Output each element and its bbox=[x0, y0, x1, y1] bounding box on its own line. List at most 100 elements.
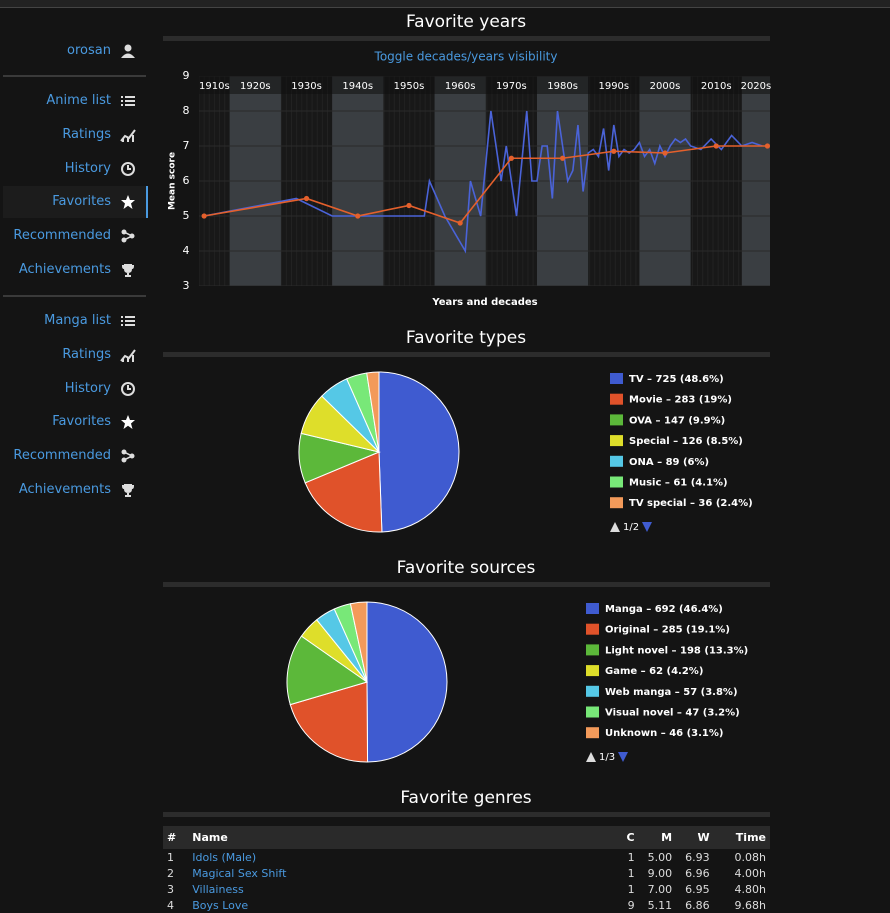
separator bbox=[3, 295, 146, 297]
nav-item[interactable]: Ratings bbox=[3, 339, 146, 371]
genres-table: # Name C M W Time 1 Idols (Male) 1 5.00 6.93 0.08h 2… bbox=[163, 826, 770, 913]
nav-label: History bbox=[64, 160, 111, 176]
genre-cell: 9.68h bbox=[734, 898, 766, 912]
plot bbox=[199, 76, 770, 286]
x-tick-label: 1970s bbox=[496, 81, 527, 92]
column-header[interactable]: Name bbox=[188, 826, 603, 849]
icon-part bbox=[121, 104, 123, 106]
legend-label: OVA – 147 (9.9%) bbox=[629, 415, 725, 426]
icon-part bbox=[125, 316, 135, 318]
icon-part bbox=[123, 451, 134, 461]
x-axis-label: Years and decades bbox=[431, 297, 537, 308]
legend-swatch bbox=[586, 685, 599, 697]
pager-up bbox=[586, 752, 596, 762]
legend-label: ONA – 89 (6%) bbox=[629, 457, 709, 468]
y-axis-label: Mean score bbox=[168, 152, 178, 210]
nav-item[interactable]: History bbox=[3, 153, 146, 185]
icon-trophy bbox=[122, 264, 134, 277]
nav-item[interactable]: Manga list bbox=[3, 305, 146, 337]
nav-item[interactable]: Favorites bbox=[3, 186, 148, 219]
column-header[interactable]: W bbox=[676, 826, 714, 849]
x-tick-label: 1960s bbox=[445, 81, 476, 92]
genre-name[interactable]: Villainess bbox=[192, 882, 244, 896]
column-header[interactable]: C bbox=[602, 826, 639, 849]
nav-label: Favorites bbox=[52, 414, 111, 430]
user-name: orosan bbox=[67, 43, 111, 58]
nav-label: History bbox=[64, 380, 111, 396]
genre-name[interactable]: Magical Sex Shift bbox=[192, 866, 287, 880]
section-bar bbox=[163, 352, 770, 357]
legend-label: TV – 725 (48.6%) bbox=[629, 374, 724, 385]
legend-swatch bbox=[610, 414, 623, 426]
series-point bbox=[611, 148, 617, 154]
icon-part bbox=[125, 96, 135, 98]
icon-part bbox=[125, 100, 135, 102]
icon-rec bbox=[121, 229, 135, 243]
genre-name[interactable]: Idols (Male) bbox=[192, 850, 257, 864]
top-bar bbox=[0, 0, 890, 8]
icon-part bbox=[125, 320, 135, 322]
nav-item[interactable]: Achievements bbox=[3, 254, 146, 286]
nav-item[interactable]: Anime list bbox=[3, 85, 146, 117]
y-tick-label: 5 bbox=[183, 209, 190, 222]
section-bar bbox=[163, 582, 770, 587]
legend-swatch bbox=[610, 476, 623, 488]
genre-row: 2 Magical Sex Shift 1 9.00 6.96 4.00h bbox=[163, 865, 770, 881]
nav-item[interactable]: History bbox=[3, 373, 146, 405]
legend-label: Music – 61 (4.1%) bbox=[629, 478, 728, 489]
genre-name[interactable]: Boys Love bbox=[192, 898, 249, 912]
series-point bbox=[508, 155, 514, 161]
x-tick-label: 1910s bbox=[199, 81, 230, 92]
nav-item[interactable]: Recommended bbox=[3, 440, 146, 472]
nav-item[interactable]: Favorites bbox=[3, 406, 146, 438]
icon-part bbox=[122, 265, 134, 269]
y-tick-label: 9 bbox=[183, 69, 190, 82]
nav-label: Favorites bbox=[52, 194, 111, 210]
icon-list bbox=[121, 96, 135, 106]
x-tick-label: 1940s bbox=[342, 81, 373, 92]
icon-part bbox=[121, 324, 123, 326]
genre-cell: 7.00 bbox=[647, 882, 673, 896]
legend-swatch bbox=[610, 455, 623, 467]
section-bar bbox=[163, 812, 770, 817]
series-point bbox=[662, 150, 668, 156]
column-header[interactable]: Time bbox=[713, 826, 770, 849]
decade-strip bbox=[199, 76, 770, 94]
pie-slice bbox=[366, 371, 380, 453]
column-header[interactable]: M bbox=[638, 826, 677, 849]
legend-label: Light novel – 198 (13.3%) bbox=[605, 645, 748, 656]
icon-part bbox=[121, 316, 123, 318]
legend-label: Original – 285 (19.1%) bbox=[605, 625, 730, 636]
x-tick-label: 2000s bbox=[650, 81, 681, 92]
y-tick-label: 3 bbox=[183, 279, 190, 292]
nav-item[interactable]: Ratings bbox=[3, 119, 146, 151]
legend-label: Visual novel – 47 (3.2%) bbox=[605, 708, 740, 719]
section-bar bbox=[163, 36, 770, 41]
genre-cell: 9.00 bbox=[647, 866, 673, 880]
y-tick-label: 7 bbox=[183, 139, 190, 152]
icon-history bbox=[121, 161, 135, 176]
icon-trophy bbox=[122, 484, 134, 497]
icon-part bbox=[122, 485, 134, 489]
icon-part bbox=[121, 161, 135, 176]
pager-down bbox=[618, 752, 628, 762]
genre-cell: 4.80h bbox=[734, 882, 766, 896]
column-header[interactable]: # bbox=[163, 826, 189, 849]
icon-part bbox=[132, 134, 134, 142]
y-tick-label: 8 bbox=[183, 104, 190, 117]
user-item[interactable]: orosan bbox=[3, 35, 146, 67]
icon-part bbox=[124, 484, 132, 493]
icon-part bbox=[127, 137, 129, 142]
nav-item[interactable]: Achievements bbox=[3, 474, 146, 506]
icon-star bbox=[121, 195, 135, 210]
sidebar: orosan Anime list Ratings History Favorites R… bbox=[0, 0, 150, 908]
icon-part bbox=[120, 349, 136, 362]
legend-swatch bbox=[586, 727, 599, 739]
icon-part bbox=[123, 231, 134, 241]
icon-part bbox=[132, 354, 134, 362]
icon-part bbox=[125, 324, 135, 326]
y-tick-label: 4 bbox=[183, 244, 190, 257]
series-point bbox=[303, 195, 310, 202]
nav-item[interactable]: Recommended bbox=[3, 220, 146, 252]
